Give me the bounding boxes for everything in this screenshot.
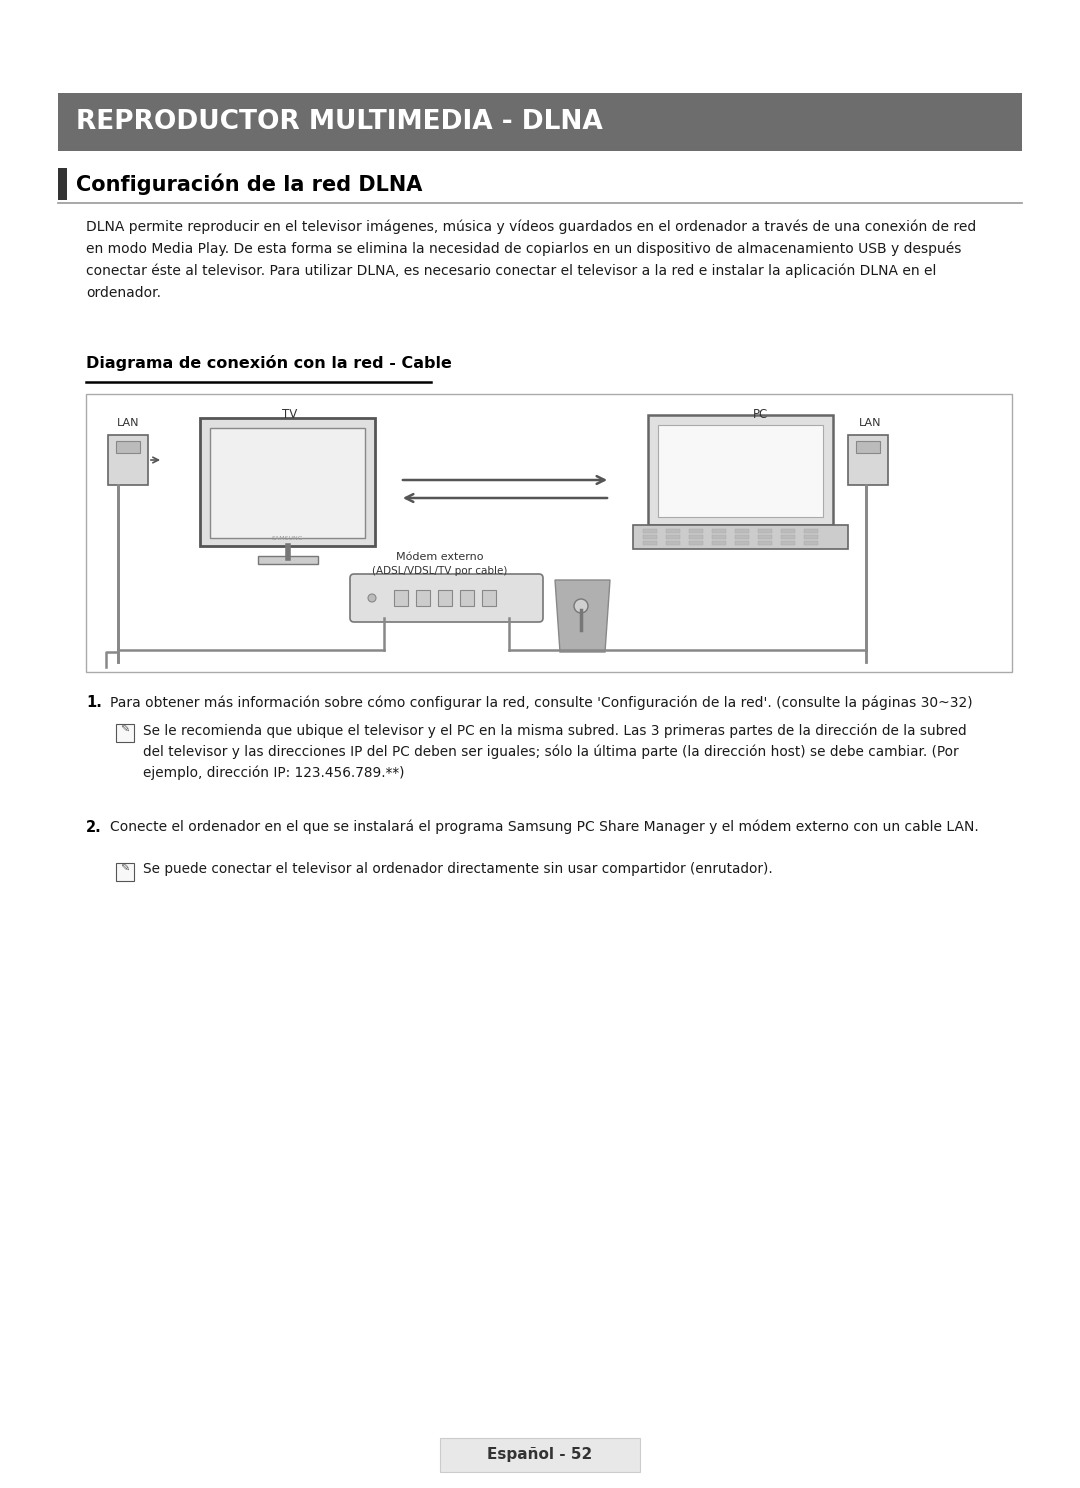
Text: Para obtener más información sobre cómo configurar la red, consulte 'Configuraci: Para obtener más información sobre cómo … [110,695,973,710]
Text: Se puede conectar el televisor al ordenador directamente sin usar compartidor (e: Se puede conectar el televisor al ordena… [143,862,773,876]
Text: PC: PC [753,408,768,421]
Text: Se le recomienda que ubique el televisor y el PC en la misma subred. Las 3 prime: Se le recomienda que ubique el televisor… [143,723,967,780]
FancyBboxPatch shape [108,434,148,485]
Text: Diagrama de conexión con la red - Cable: Diagrama de conexión con la red - Cable [86,356,451,371]
FancyBboxPatch shape [712,536,726,539]
FancyBboxPatch shape [440,1437,640,1472]
Text: DLNA permite reproducir en el televisor imágenes, música y vídeos guardados en e: DLNA permite reproducir en el televisor … [86,220,976,299]
FancyBboxPatch shape [643,542,657,545]
FancyBboxPatch shape [200,418,375,546]
FancyBboxPatch shape [116,440,140,452]
Text: Configuración de la red DLNA: Configuración de la red DLNA [76,173,422,195]
FancyBboxPatch shape [735,536,750,539]
Text: LAN: LAN [859,418,881,429]
FancyBboxPatch shape [758,530,772,533]
FancyBboxPatch shape [781,542,795,545]
FancyBboxPatch shape [350,574,543,622]
FancyBboxPatch shape [804,542,818,545]
FancyBboxPatch shape [58,168,67,199]
FancyBboxPatch shape [482,591,496,606]
FancyBboxPatch shape [804,536,818,539]
FancyBboxPatch shape [735,530,750,533]
Text: ✎: ✎ [120,725,130,735]
Text: 1.: 1. [86,695,102,710]
FancyBboxPatch shape [758,536,772,539]
FancyBboxPatch shape [758,542,772,545]
Text: LAN: LAN [117,418,139,429]
FancyBboxPatch shape [666,536,680,539]
FancyBboxPatch shape [689,530,703,533]
FancyBboxPatch shape [856,440,880,452]
FancyBboxPatch shape [648,415,833,525]
FancyBboxPatch shape [712,542,726,545]
Circle shape [573,600,588,613]
FancyBboxPatch shape [658,426,823,516]
FancyBboxPatch shape [210,429,365,539]
Text: Español - 52: Español - 52 [487,1448,593,1463]
FancyBboxPatch shape [848,434,888,485]
FancyBboxPatch shape [438,591,453,606]
FancyBboxPatch shape [86,394,1012,673]
Text: ✎: ✎ [120,865,130,873]
Text: 2.: 2. [86,820,102,835]
Polygon shape [555,580,610,652]
FancyBboxPatch shape [666,542,680,545]
FancyBboxPatch shape [116,725,134,743]
FancyBboxPatch shape [666,530,680,533]
FancyBboxPatch shape [689,536,703,539]
FancyBboxPatch shape [643,536,657,539]
FancyBboxPatch shape [416,591,430,606]
Text: (ADSL/VDSL/TV por cable): (ADSL/VDSL/TV por cable) [373,565,508,576]
FancyBboxPatch shape [116,863,134,881]
Text: Conecte el ordenador en el que se instalará el programa Samsung PC Share Manager: Conecte el ordenador en el que se instal… [110,820,978,835]
FancyBboxPatch shape [712,530,726,533]
FancyBboxPatch shape [781,536,795,539]
FancyBboxPatch shape [394,591,408,606]
Text: TV: TV [282,408,298,421]
FancyBboxPatch shape [633,525,848,549]
Text: REPRODUCTOR MULTIMEDIA - DLNA: REPRODUCTOR MULTIMEDIA - DLNA [76,109,603,135]
FancyBboxPatch shape [643,530,657,533]
FancyBboxPatch shape [689,542,703,545]
FancyBboxPatch shape [804,530,818,533]
Text: Módem externo: Módem externo [396,552,484,562]
FancyBboxPatch shape [257,557,318,564]
FancyBboxPatch shape [735,542,750,545]
Text: SAMSUNG: SAMSUNG [272,536,303,542]
FancyBboxPatch shape [460,591,474,606]
FancyBboxPatch shape [58,92,1022,150]
Circle shape [368,594,376,603]
FancyBboxPatch shape [781,530,795,533]
